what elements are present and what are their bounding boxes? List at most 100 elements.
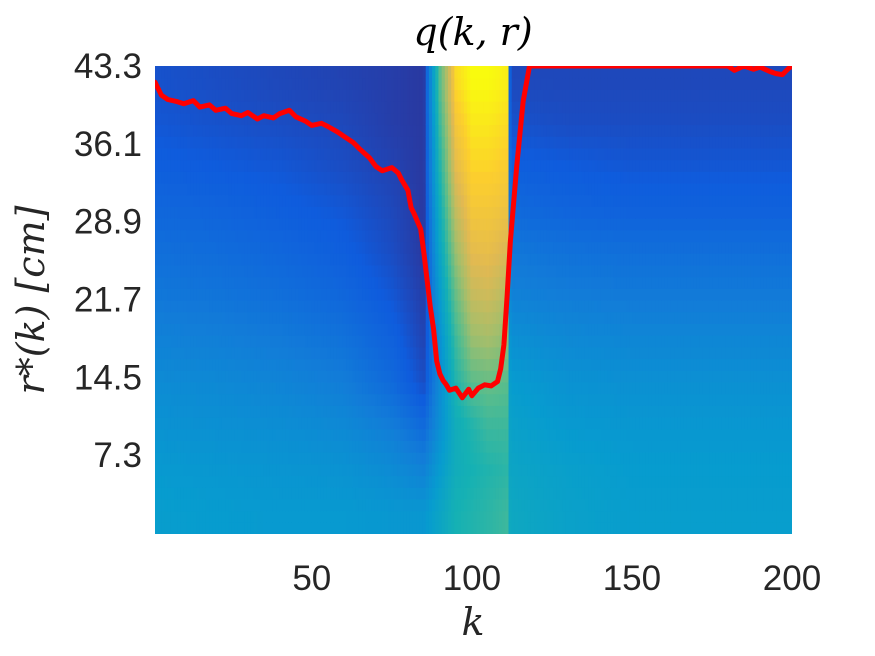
heatmap-cell — [384, 77, 389, 90]
heatmap-cell — [460, 510, 465, 523]
heatmap-cell — [174, 194, 178, 207]
heatmap-cell — [495, 440, 500, 453]
heatmap-cell — [301, 510, 306, 523]
heatmap-cell — [269, 498, 274, 512]
heatmap-cell — [537, 510, 541, 523]
heatmap-cell — [276, 498, 280, 512]
heatmap-cell — [409, 335, 414, 348]
heatmap-cell — [285, 393, 290, 406]
heatmap-cell — [549, 253, 554, 266]
heatmap-cell — [298, 311, 303, 324]
heatmap-cell — [435, 253, 440, 266]
heatmap-cell — [435, 194, 440, 207]
heatmap-cell — [266, 124, 271, 137]
heatmap-cell — [256, 66, 261, 79]
heatmap-cell — [215, 475, 220, 488]
heatmap-cell — [167, 381, 172, 395]
heatmap-cell — [502, 405, 506, 418]
heatmap-cell — [432, 264, 436, 278]
heatmap-cell — [495, 335, 500, 348]
heatmap-cell — [498, 276, 503, 289]
heatmap-cell — [186, 218, 191, 231]
heatmap-cell — [527, 417, 532, 430]
heatmap-cell — [365, 510, 369, 523]
heatmap-cell — [269, 510, 274, 523]
heatmap-cell — [183, 358, 188, 371]
heatmap-cell — [269, 253, 274, 266]
heatmap-cell — [196, 346, 201, 360]
heatmap-cell — [314, 463, 319, 477]
heatmap-cell — [530, 405, 535, 418]
heatmap-cell — [537, 428, 541, 441]
heatmap-cell — [279, 241, 283, 254]
heatmap-cell — [479, 510, 484, 523]
heatmap-cell — [422, 124, 427, 137]
heatmap-cell — [530, 358, 535, 371]
heatmap-cell — [269, 276, 274, 289]
heatmap-cell — [521, 311, 526, 324]
heatmap-cell — [215, 358, 220, 371]
heatmap-cell — [167, 77, 172, 90]
heatmap-cell — [428, 194, 433, 207]
heatmap-cell — [362, 112, 366, 126]
heatmap-cell — [241, 194, 245, 207]
heatmap-cell — [330, 300, 334, 313]
heatmap-cell — [467, 510, 471, 523]
heatmap-cell — [346, 264, 350, 278]
heatmap-cell — [479, 452, 484, 465]
heatmap-cell — [349, 452, 354, 465]
heatmap-cell — [282, 405, 287, 418]
heatmap-cell — [377, 346, 382, 360]
heatmap-cell — [183, 66, 188, 79]
heatmap-cell — [483, 522, 487, 534]
heatmap-cell — [285, 276, 290, 289]
heatmap-cell — [323, 370, 328, 383]
heatmap-cell — [483, 159, 487, 172]
heatmap-cell — [352, 300, 357, 313]
heatmap-cell — [451, 522, 455, 534]
heatmap-cell — [406, 136, 411, 149]
heatmap-cell — [205, 288, 210, 301]
heatmap-cell — [167, 124, 172, 137]
heatmap-cell — [205, 300, 210, 313]
heatmap-cell — [444, 498, 449, 512]
heatmap-cell — [438, 206, 443, 219]
heatmap-cell — [508, 428, 513, 441]
heatmap-cell — [400, 417, 405, 430]
heatmap-cell — [416, 498, 420, 512]
heatmap-cell — [362, 66, 366, 79]
heatmap-cell — [218, 370, 223, 383]
heatmap-cell — [161, 393, 166, 406]
heatmap-cell — [412, 183, 417, 196]
heatmap-cell — [320, 124, 325, 137]
heatmap-cell — [288, 89, 293, 102]
heatmap-cell — [511, 346, 516, 360]
heatmap-cell — [352, 77, 357, 90]
heatmap-cell — [486, 475, 491, 488]
heatmap-cell — [406, 475, 411, 488]
heatmap-cell — [333, 311, 338, 324]
heatmap-cell — [393, 510, 398, 523]
heatmap-cell — [368, 218, 373, 231]
heatmap-cell — [260, 276, 264, 289]
heatmap-cell — [336, 475, 341, 488]
heatmap-cell — [183, 393, 188, 406]
heatmap-cell — [336, 89, 341, 102]
heatmap-cell — [346, 276, 350, 289]
heatmap-cell — [534, 440, 538, 453]
heatmap-cell — [177, 358, 182, 371]
heatmap-cell — [543, 288, 548, 301]
heatmap-cell — [346, 428, 350, 441]
heatmap-cell — [221, 463, 226, 477]
heatmap-cell — [164, 346, 169, 360]
heatmap-cell — [543, 428, 548, 441]
heatmap-cell — [409, 300, 414, 313]
heatmap-cell — [368, 370, 373, 383]
heatmap-cell — [374, 487, 379, 500]
heatmap-cell — [489, 147, 494, 161]
heatmap-cell — [349, 370, 354, 383]
heatmap-cell — [473, 370, 478, 383]
heatmap-cell — [170, 487, 175, 500]
heatmap-cell — [241, 440, 245, 453]
heatmap-cell — [358, 346, 363, 360]
